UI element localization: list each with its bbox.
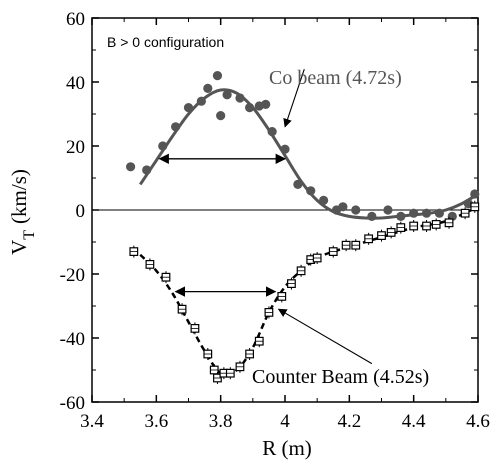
series-label-co-beam: Co beam (4.72s) <box>269 67 402 89</box>
x-tick-label: 3.4 <box>80 411 104 432</box>
co-beam-point <box>351 205 361 215</box>
co-beam-point <box>245 103 255 113</box>
pointer-arrow-counter-beam <box>277 308 373 365</box>
co-beam-point <box>261 99 271 109</box>
counter-beam-point <box>296 264 306 277</box>
y-tick-label: -20 <box>60 265 85 286</box>
counter-beam-point <box>213 372 222 384</box>
counter-beam-point <box>264 306 274 319</box>
counter-beam-point <box>409 220 419 232</box>
y-axis-title-subscript: T <box>21 230 38 240</box>
series-label-counter-beam: Counter Beam (4.52s) <box>252 366 429 388</box>
co-beam-point <box>306 186 316 196</box>
co-beam-point <box>470 189 480 199</box>
axis-ticks: 3.4 3.6 3.8 4 4.2 4.4 4.6 -60 -40 -20 0 20 40 60 <box>60 9 490 432</box>
co-beam-point <box>212 71 223 81</box>
counter-beam-point <box>145 258 155 271</box>
y-axis-title-main: V <box>7 240 31 255</box>
label-pointers <box>277 69 373 365</box>
counter-beam-point <box>129 245 139 258</box>
counter-beam-point <box>203 348 213 360</box>
counter-beam-point <box>351 239 361 252</box>
counter-beam-point <box>245 348 255 360</box>
counter-beam-point <box>422 220 431 232</box>
counter-beam-point <box>254 335 264 348</box>
y-tick-label: 20 <box>66 137 85 158</box>
co-beam-point <box>409 208 419 218</box>
y-tick-label: 40 <box>66 73 85 94</box>
counter-beam-point <box>235 360 245 373</box>
x-tick-label: 4.2 <box>337 411 361 432</box>
pointer-arrow-co-beam <box>283 69 305 128</box>
co-beam-point <box>383 205 393 215</box>
co-beam-point <box>171 122 181 132</box>
co-beam-point <box>396 211 406 221</box>
x-tick-label: 4 <box>280 411 290 432</box>
counter-beam-point <box>341 239 351 252</box>
counter-beam-point <box>460 207 470 220</box>
co-beam-point <box>421 208 432 218</box>
counter-beam-point <box>225 367 235 380</box>
y-axis-title-unit: (km/s) <box>7 169 31 224</box>
counter-beam-point <box>161 271 171 284</box>
y-axis-title: VT (km/s) <box>7 169 38 255</box>
y-tick-label: 60 <box>66 9 85 30</box>
x-tick-label: 4.4 <box>402 411 426 432</box>
width-arrows <box>158 153 287 297</box>
co-beam-point <box>235 93 245 103</box>
co-beam-point <box>267 127 277 137</box>
counter-beam-point <box>312 252 322 264</box>
counter-beam-point <box>287 277 296 290</box>
y-tick-label: -40 <box>60 329 85 350</box>
fit-curve-counter-beam <box>139 205 479 376</box>
co-beam-point <box>196 96 206 106</box>
counter-beam-point <box>328 245 338 258</box>
counter-beam-point <box>431 218 441 231</box>
counter-beam-point <box>396 221 406 234</box>
counter-beam-point <box>364 232 374 245</box>
co-beam-point <box>367 211 377 221</box>
co-beam-point <box>293 179 303 189</box>
counter-beam-point <box>444 216 454 229</box>
x-axis-title: R (m) <box>262 436 312 460</box>
co-beam-point <box>142 165 152 175</box>
counter-beam-point <box>386 226 396 239</box>
co-beam-point <box>434 208 444 218</box>
y-tick-label: 0 <box>76 201 86 222</box>
counter-beam-point <box>277 290 287 303</box>
co-beam-point <box>216 111 226 121</box>
co-beam-point <box>319 195 329 205</box>
annotation-configuration: B > 0 configuration <box>107 34 224 50</box>
data-points <box>126 71 480 384</box>
y-tick-label: -60 <box>60 393 85 414</box>
co-beam-point <box>338 202 348 212</box>
svg-text:VT(km/s): VT (km/s) <box>7 169 38 255</box>
x-tick-label: 4.6 <box>466 411 490 432</box>
co-beam-point <box>183 103 194 113</box>
counter-beam-point <box>190 322 200 335</box>
co-beam-point <box>280 144 290 154</box>
counter-beam-point <box>377 229 386 242</box>
x-tick-label: 3.8 <box>209 411 233 432</box>
co-beam-point <box>158 141 168 151</box>
counter-beam-point <box>177 303 187 316</box>
co-beam-point <box>222 90 232 100</box>
co-beam-point <box>126 162 136 172</box>
co-beam-point <box>203 83 213 93</box>
counter-beam-point <box>470 200 480 213</box>
x-tick-label: 3.6 <box>144 411 168 432</box>
